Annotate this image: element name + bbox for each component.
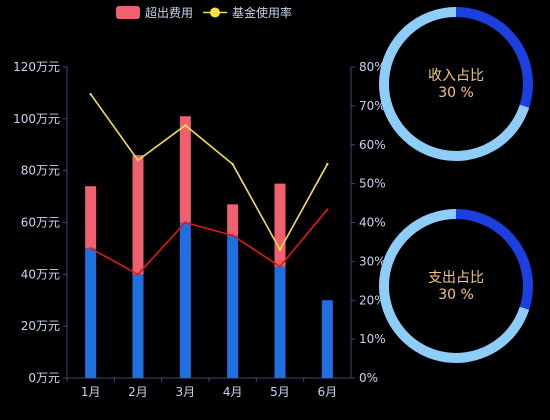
bar-base [85, 248, 97, 378]
y-right-tick-label: 20% [359, 293, 386, 307]
line-point-red [278, 265, 282, 268]
y-left-tick-label: 40万元 [21, 267, 60, 281]
line-point-usage-rate [231, 162, 234, 166]
line-series-usage-rate [90, 93, 329, 252]
line-point-red [184, 221, 187, 224]
bar-excess [85, 186, 97, 249]
donut-2-slice-2 [379, 209, 530, 363]
donut-label-title: 收入占比 [428, 68, 484, 84]
x-tick-label: 2月 [128, 385, 148, 399]
y-left-tick-label: 20万元 [21, 319, 60, 333]
legend-swatch-usage-dot [210, 7, 220, 18]
y-right-tick-label: 70% [359, 99, 386, 113]
bar-excess [274, 183, 286, 267]
bar-base [274, 266, 286, 378]
y-right-tick-label: 10% [359, 332, 386, 346]
y-right-tick-label: 0% [359, 371, 378, 385]
line-series-red [90, 209, 328, 276]
y-left-tick-label: 80万元 [21, 164, 60, 178]
bar-excess [227, 204, 239, 236]
x-tick-label: 5月 [270, 385, 290, 399]
y-left-tick-label: 60万元 [21, 216, 60, 230]
y-right-tick-label: 50% [359, 177, 386, 191]
donut-label-title: 支出占比 [428, 270, 484, 286]
donut-expense-label: 支出占比 30 % [376, 270, 536, 304]
donut-label-percent: 30 % [438, 287, 474, 303]
donut-charts [379, 7, 533, 363]
bar-excess [132, 155, 144, 275]
line-point-red [89, 247, 92, 250]
line-point-usage-rate [136, 159, 140, 162]
legend-label-excess: 超出费用 [145, 5, 193, 20]
bar-base [227, 235, 239, 378]
donut-1-slice-2 [379, 7, 530, 161]
legend-swatch-excess [116, 6, 140, 19]
donut-income-label: 收入占比 30 % [376, 68, 536, 102]
combo-chart: 0万元 20万元 40万元 60万元 80万元 100万元 120万元 0% 10% 20% 30%… [13, 5, 386, 399]
y-right-tick-label: 60% [359, 138, 386, 152]
line-point-usage-rate [184, 124, 187, 127]
x-tick-label: 1月 [81, 385, 101, 399]
bar-base [321, 300, 333, 378]
y-left-tick-label: 100万元 [13, 112, 60, 126]
y-left-tick-label: 0万元 [28, 371, 60, 385]
y-right-tick-label: 80% [359, 60, 386, 74]
donut-1-slice-1 [455, 7, 533, 108]
y-right-tick-label: 40% [359, 216, 386, 230]
line-point-usage-rate [326, 162, 329, 166]
bar-excess [179, 116, 191, 223]
y-right-tick-label: 30% [359, 254, 386, 268]
line-point-red [326, 208, 329, 211]
line-point-red [231, 234, 234, 237]
x-tick-label: 4月 [223, 385, 243, 399]
x-tick-label: 3月 [176, 385, 196, 399]
bar-base [179, 222, 191, 378]
line-point-usage-rate [89, 93, 92, 96]
legend-label-usage-rate: 基金使用率 [232, 5, 292, 20]
y-left-tick-label: 120万元 [13, 60, 60, 74]
donut-label-percent: 30 % [438, 85, 474, 101]
x-tick-label: 6月 [318, 385, 338, 399]
line-point-red [136, 273, 140, 276]
donut-2-slice-1 [455, 209, 533, 310]
line-point-usage-rate [278, 248, 282, 251]
bar-base [132, 274, 144, 378]
